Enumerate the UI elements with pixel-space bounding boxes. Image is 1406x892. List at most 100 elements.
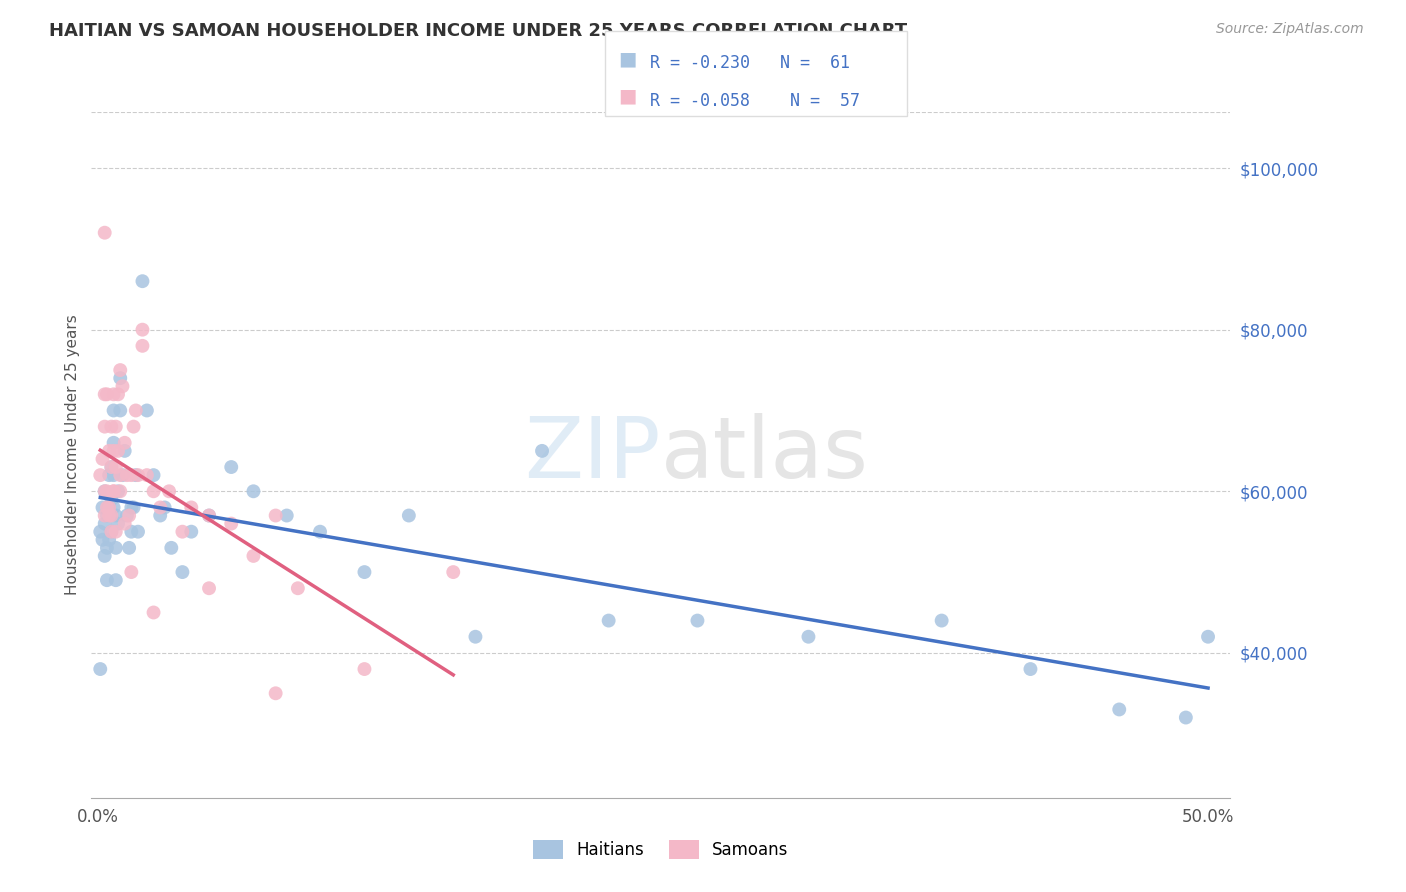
Point bbox=[98, 468, 121, 483]
Point bbox=[104, 508, 127, 523]
Point bbox=[111, 379, 134, 393]
Point bbox=[219, 460, 242, 475]
Point bbox=[114, 435, 136, 450]
Point bbox=[98, 500, 121, 515]
Y-axis label: Householder Income Under 25 years: Householder Income Under 25 years bbox=[65, 315, 80, 595]
Text: ■: ■ bbox=[619, 87, 637, 106]
Point bbox=[103, 484, 125, 499]
Point bbox=[93, 419, 115, 434]
Point bbox=[118, 541, 141, 555]
Point bbox=[242, 549, 264, 563]
Text: R = -0.058    N =  57: R = -0.058 N = 57 bbox=[650, 92, 859, 110]
Point bbox=[125, 403, 148, 417]
Point bbox=[93, 226, 115, 240]
Point bbox=[686, 614, 709, 628]
Point bbox=[103, 443, 125, 458]
Point bbox=[1108, 702, 1130, 716]
Text: ■: ■ bbox=[619, 49, 637, 69]
Point bbox=[93, 516, 115, 531]
Point bbox=[107, 484, 129, 499]
Point bbox=[91, 533, 114, 547]
Point bbox=[135, 403, 157, 417]
Point bbox=[1174, 710, 1197, 724]
Point bbox=[111, 468, 134, 483]
Point bbox=[172, 524, 194, 539]
Point bbox=[219, 516, 242, 531]
Point bbox=[125, 468, 148, 483]
Point bbox=[100, 508, 122, 523]
Point bbox=[353, 662, 375, 676]
Point bbox=[287, 581, 309, 595]
Point bbox=[98, 533, 121, 547]
Point bbox=[93, 549, 115, 563]
Point bbox=[104, 524, 127, 539]
Point bbox=[93, 387, 115, 401]
Point bbox=[114, 443, 136, 458]
Point bbox=[120, 524, 142, 539]
Point bbox=[153, 500, 176, 515]
Point bbox=[464, 630, 486, 644]
Point bbox=[110, 484, 132, 499]
Point bbox=[198, 508, 221, 523]
Point bbox=[127, 468, 149, 483]
Point bbox=[104, 419, 127, 434]
Point bbox=[353, 565, 375, 579]
Point bbox=[103, 435, 125, 450]
Point bbox=[309, 524, 332, 539]
Point bbox=[110, 371, 132, 385]
Point bbox=[96, 508, 118, 523]
Point bbox=[180, 524, 202, 539]
Point bbox=[100, 460, 122, 475]
Point bbox=[110, 363, 132, 377]
Text: ZIP: ZIP bbox=[524, 413, 661, 497]
Point bbox=[98, 443, 121, 458]
Point bbox=[157, 484, 180, 499]
Point bbox=[103, 500, 125, 515]
Point bbox=[122, 500, 145, 515]
Point bbox=[264, 508, 287, 523]
Point bbox=[91, 500, 114, 515]
Point bbox=[103, 484, 125, 499]
Point bbox=[120, 565, 142, 579]
Point bbox=[1019, 662, 1042, 676]
Point bbox=[264, 686, 287, 700]
Text: atlas: atlas bbox=[661, 413, 869, 497]
Point bbox=[120, 468, 142, 483]
Point bbox=[110, 403, 132, 417]
Point bbox=[100, 524, 122, 539]
Point bbox=[100, 492, 122, 507]
Point bbox=[93, 484, 115, 499]
Point bbox=[242, 484, 264, 499]
Point bbox=[98, 500, 121, 515]
Point bbox=[104, 573, 127, 587]
Point bbox=[89, 468, 111, 483]
Point bbox=[127, 524, 149, 539]
Point bbox=[198, 581, 221, 595]
Point bbox=[110, 468, 132, 483]
Point bbox=[100, 460, 122, 475]
Point bbox=[931, 614, 953, 628]
Point bbox=[104, 460, 127, 475]
Text: R = -0.230   N =  61: R = -0.230 N = 61 bbox=[650, 54, 849, 72]
Point bbox=[118, 508, 141, 523]
Point bbox=[142, 484, 165, 499]
Text: HAITIAN VS SAMOAN HOUSEHOLDER INCOME UNDER 25 YEARS CORRELATION CHART: HAITIAN VS SAMOAN HOUSEHOLDER INCOME UND… bbox=[49, 22, 907, 40]
Point bbox=[276, 508, 298, 523]
Point bbox=[103, 403, 125, 417]
Point bbox=[531, 443, 554, 458]
Point bbox=[441, 565, 464, 579]
Point bbox=[131, 274, 153, 288]
Point bbox=[100, 524, 122, 539]
Legend: Haitians, Samoans: Haitians, Samoans bbox=[526, 833, 796, 865]
Point bbox=[114, 516, 136, 531]
Point bbox=[172, 565, 194, 579]
Point bbox=[115, 508, 138, 523]
Point bbox=[149, 508, 172, 523]
Point bbox=[93, 508, 115, 523]
Point bbox=[135, 468, 157, 483]
Point bbox=[115, 468, 138, 483]
Point bbox=[96, 484, 118, 499]
Point bbox=[96, 500, 118, 515]
Point bbox=[91, 452, 114, 467]
Point bbox=[96, 387, 118, 401]
